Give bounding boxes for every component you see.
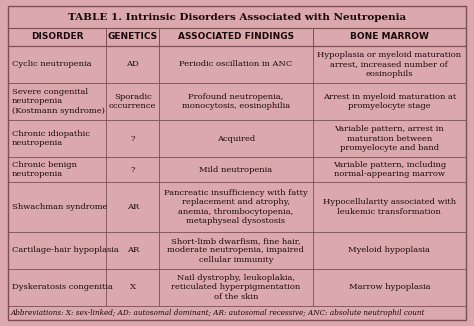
Text: Acquired: Acquired bbox=[217, 135, 255, 142]
Text: Hypoplasia or myeloid maturation
arrest, increased number of
eosinophils: Hypoplasia or myeloid maturation arrest,… bbox=[317, 51, 461, 78]
Text: BONE MARROW: BONE MARROW bbox=[350, 32, 428, 41]
Text: Variable pattern, arrest in
maturation between
promyelocyte and band: Variable pattern, arrest in maturation b… bbox=[335, 125, 444, 152]
Text: Arrest in myeloid maturation at
promyelocyte stage: Arrest in myeloid maturation at promyelo… bbox=[323, 93, 456, 110]
Text: Mild neutropenia: Mild neutropenia bbox=[199, 166, 273, 173]
Text: Myeloid hypoplasia: Myeloid hypoplasia bbox=[348, 246, 430, 254]
Text: Sporadic
occurrence: Sporadic occurrence bbox=[109, 93, 156, 110]
Text: Pancreatic insufficiency with fatty
replacement and atrophy,
anemia, thrombocyto: Pancreatic insufficiency with fatty repl… bbox=[164, 188, 308, 225]
Text: Chronic benign
neutropenia: Chronic benign neutropenia bbox=[12, 161, 77, 178]
Text: Nail dystrophy, leukoplakia,
reticulated hyperpigmentation
of the skin: Nail dystrophy, leukoplakia, reticulated… bbox=[171, 274, 301, 301]
Text: ASSOCIATED FINDINGS: ASSOCIATED FINDINGS bbox=[178, 32, 294, 41]
Text: Severe congenital
neutropenia
(Kostmann syndrome): Severe congenital neutropenia (Kostmann … bbox=[12, 88, 105, 115]
Text: Marrow hypoplasia: Marrow hypoplasia bbox=[348, 283, 430, 291]
Text: Hypocellularity associated with
leukemic transformation: Hypocellularity associated with leukemic… bbox=[323, 198, 456, 215]
Text: X: X bbox=[130, 283, 136, 291]
Text: Cyclic neutropenia: Cyclic neutropenia bbox=[12, 60, 91, 68]
Text: Chronic idiopathic
neutropenia: Chronic idiopathic neutropenia bbox=[12, 130, 90, 147]
Text: Shwachman syndrome: Shwachman syndrome bbox=[12, 203, 108, 211]
Text: TABLE 1. Intrinsic Disorders Associated with Neutropenia: TABLE 1. Intrinsic Disorders Associated … bbox=[68, 12, 406, 22]
Text: GENETICS: GENETICS bbox=[108, 32, 158, 41]
Text: Abbreviations: X: sex-linked; AD: autosomal dominant; AR: autosomal recessive; A: Abbreviations: X: sex-linked; AD: autoso… bbox=[11, 309, 425, 317]
Text: DISORDER: DISORDER bbox=[31, 32, 83, 41]
Text: Short-limb dwarfism, fine hair,
moderate neutropenia, impaired
cellular immunity: Short-limb dwarfism, fine hair, moderate… bbox=[167, 237, 304, 264]
Text: Periodic oscillation in ANC: Periodic oscillation in ANC bbox=[179, 60, 292, 68]
Text: Variable pattern, including
normal-appearing marrow: Variable pattern, including normal-appea… bbox=[333, 161, 446, 178]
Text: AR: AR bbox=[127, 246, 139, 254]
Text: Dyskeratosis congenitia: Dyskeratosis congenitia bbox=[12, 283, 113, 291]
Text: Cartilage-hair hypoplasia: Cartilage-hair hypoplasia bbox=[12, 246, 119, 254]
Text: AR: AR bbox=[127, 203, 139, 211]
Text: AD: AD bbox=[127, 60, 139, 68]
Text: ?: ? bbox=[130, 135, 135, 142]
Text: Profound neutropenia,
monocytosis, eosinophilia: Profound neutropenia, monocytosis, eosin… bbox=[182, 93, 290, 110]
Text: ?: ? bbox=[130, 166, 135, 173]
